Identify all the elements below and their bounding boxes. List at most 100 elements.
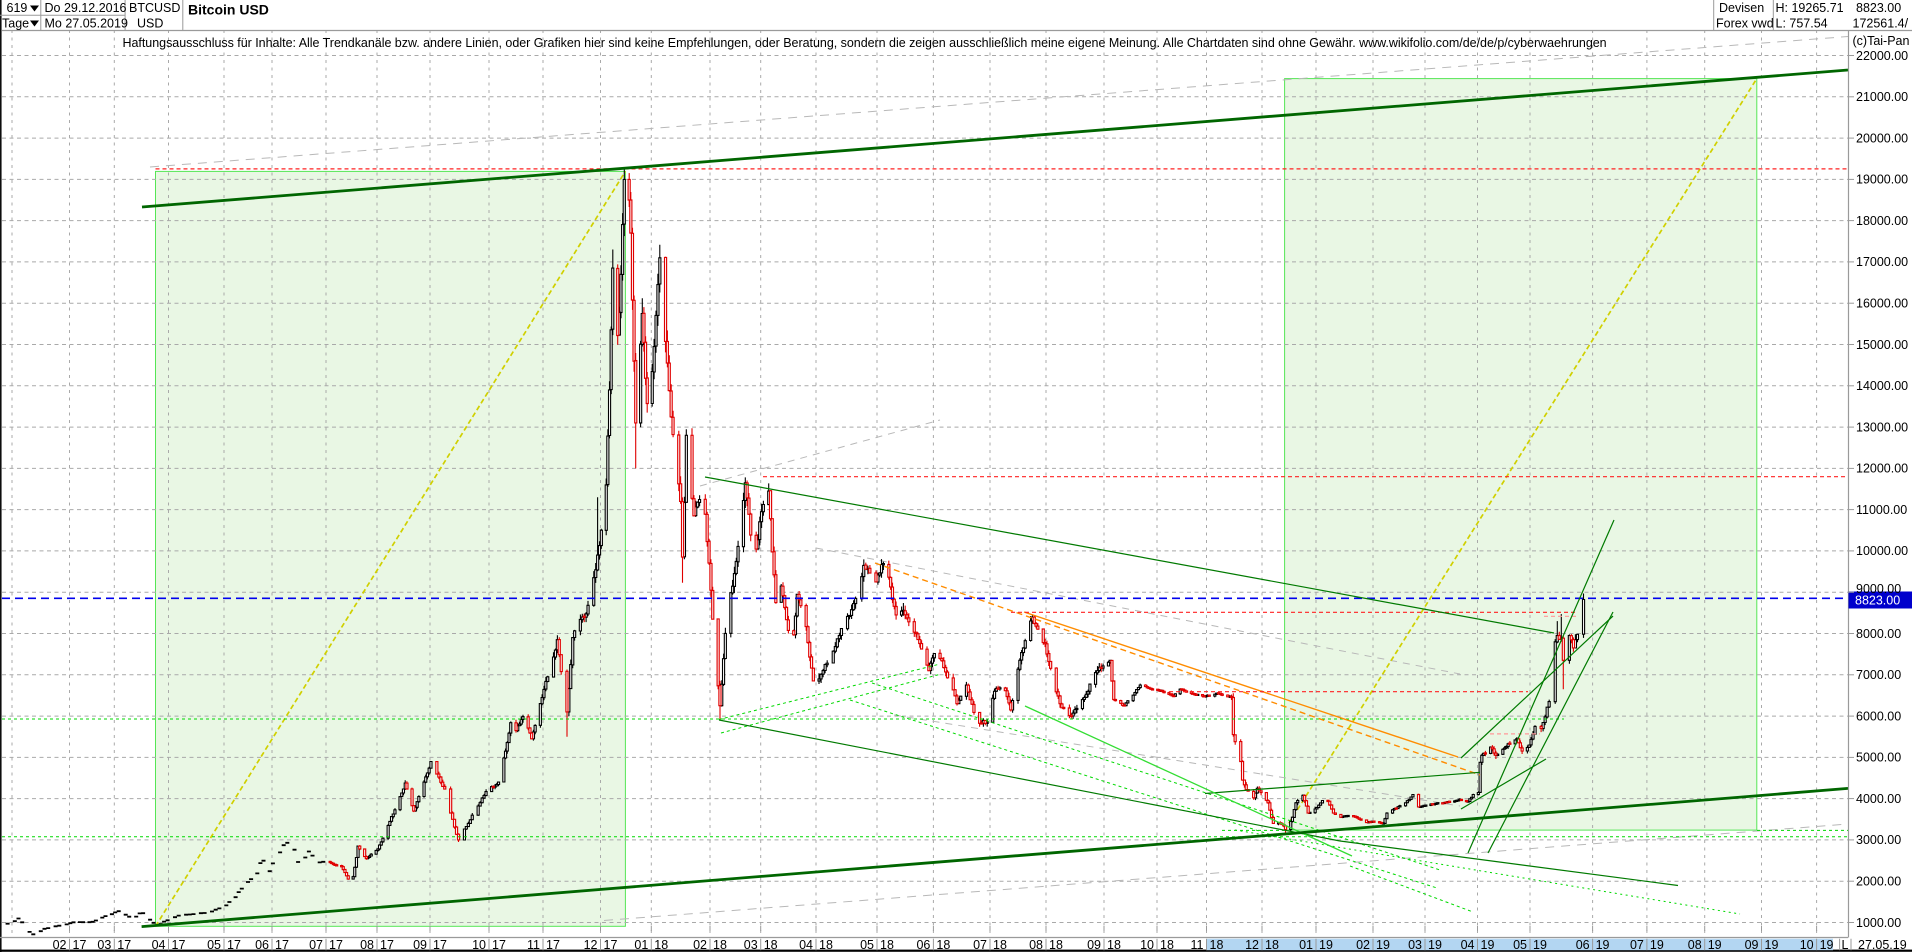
- svg-text:01: 01: [1299, 938, 1313, 952]
- svg-text:01: 01: [634, 938, 648, 952]
- svg-text:619: 619: [7, 1, 28, 15]
- svg-text:10: 10: [472, 938, 486, 952]
- svg-text:12: 12: [584, 938, 598, 952]
- svg-text:Mo 27.05.2019: Mo 27.05.2019: [45, 16, 128, 30]
- svg-text:10: 10: [1800, 938, 1814, 952]
- svg-text:8823.00: 8823.00: [1856, 1, 1901, 15]
- svg-text:18: 18: [819, 938, 833, 952]
- svg-text:17: 17: [380, 938, 394, 952]
- svg-text:02: 02: [693, 938, 707, 952]
- svg-text:09: 09: [1087, 938, 1101, 952]
- svg-text:19: 19: [1708, 938, 1722, 952]
- svg-text:USD: USD: [137, 16, 163, 30]
- svg-text:7000.00: 7000.00: [1856, 668, 1901, 682]
- svg-text:19: 19: [1376, 938, 1390, 952]
- svg-text:19: 19: [1319, 938, 1333, 952]
- svg-text:03: 03: [97, 938, 111, 952]
- svg-text:8823.00: 8823.00: [1855, 594, 1900, 608]
- svg-text:19000.00: 19000.00: [1856, 173, 1908, 187]
- svg-text:21000.00: 21000.00: [1856, 90, 1908, 104]
- svg-text:02: 02: [1356, 938, 1370, 952]
- svg-text:12000.00: 12000.00: [1856, 462, 1908, 476]
- svg-text:05: 05: [207, 938, 221, 952]
- svg-text:11000.00: 11000.00: [1856, 503, 1907, 517]
- svg-text:Do 29.12.2016: Do 29.12.2016: [45, 1, 127, 15]
- svg-text:18: 18: [1265, 938, 1279, 952]
- svg-text:17: 17: [492, 938, 506, 952]
- svg-text:18: 18: [993, 938, 1007, 952]
- svg-text:08: 08: [1688, 938, 1702, 952]
- svg-text:06: 06: [916, 938, 930, 952]
- svg-text:16000.00: 16000.00: [1856, 297, 1908, 311]
- svg-text:19: 19: [1650, 938, 1664, 952]
- svg-text:20000.00: 20000.00: [1856, 131, 1908, 145]
- svg-text:17: 17: [275, 938, 289, 952]
- svg-text:03: 03: [744, 938, 758, 952]
- svg-text:2000.00: 2000.00: [1856, 875, 1901, 889]
- svg-text:18: 18: [713, 938, 727, 952]
- svg-text:18: 18: [764, 938, 778, 952]
- svg-text:22000.00: 22000.00: [1856, 49, 1908, 63]
- svg-text:04: 04: [799, 938, 813, 952]
- svg-text:17: 17: [73, 938, 87, 952]
- svg-text:17: 17: [172, 938, 186, 952]
- svg-text:07: 07: [309, 938, 323, 952]
- svg-text:17: 17: [604, 938, 618, 952]
- svg-text:17: 17: [117, 938, 131, 952]
- svg-text:11: 11: [1191, 938, 1204, 952]
- svg-text:09: 09: [413, 938, 427, 952]
- svg-text:19: 19: [1765, 938, 1779, 952]
- svg-text:07: 07: [973, 938, 987, 952]
- svg-text:27.05.19: 27.05.19: [1858, 938, 1907, 952]
- svg-text:(c)Tai-Pan: (c)Tai-Pan: [1853, 34, 1910, 48]
- svg-text:18: 18: [654, 938, 668, 952]
- svg-text:18: 18: [1160, 938, 1174, 952]
- svg-text:17000.00: 17000.00: [1856, 255, 1908, 269]
- svg-text:172561.4/: 172561.4/: [1853, 16, 1909, 30]
- svg-text:04: 04: [1461, 938, 1475, 952]
- svg-text:L: 757.54: L: 757.54: [1776, 16, 1828, 30]
- svg-text:18000.00: 18000.00: [1856, 214, 1908, 228]
- svg-text:18: 18: [1210, 938, 1224, 952]
- svg-text:H: 19265.71: H: 19265.71: [1776, 1, 1844, 15]
- svg-text:4000.00: 4000.00: [1856, 792, 1901, 806]
- svg-text:19: 19: [1820, 938, 1834, 952]
- svg-text:06: 06: [1576, 938, 1590, 952]
- svg-text:03: 03: [1408, 938, 1422, 952]
- svg-text:06: 06: [255, 938, 269, 952]
- svg-text:Bitcoin USD: Bitcoin USD: [188, 2, 269, 18]
- svg-text:18: 18: [880, 938, 894, 952]
- svg-text:10000.00: 10000.00: [1856, 544, 1908, 558]
- svg-text:18: 18: [1049, 938, 1063, 952]
- svg-text:17: 17: [433, 938, 447, 952]
- svg-text:BTCUSD: BTCUSD: [129, 1, 180, 15]
- svg-text:19: 19: [1596, 938, 1610, 952]
- svg-text:08: 08: [360, 938, 374, 952]
- svg-text:Devisen: Devisen: [1719, 1, 1764, 15]
- svg-text:8000.00: 8000.00: [1856, 627, 1901, 641]
- svg-text:18: 18: [1107, 938, 1121, 952]
- svg-text:L: L: [1842, 938, 1849, 952]
- svg-text:14000.00: 14000.00: [1856, 379, 1908, 393]
- svg-text:17: 17: [329, 938, 343, 952]
- svg-text:07: 07: [1630, 938, 1644, 952]
- svg-text:6000.00: 6000.00: [1856, 709, 1901, 723]
- svg-text:3000.00: 3000.00: [1856, 833, 1901, 847]
- svg-text:9000.00: 9000.00: [1856, 582, 1901, 596]
- svg-text:Forex vwd: Forex vwd: [1716, 16, 1774, 30]
- svg-text:08: 08: [1029, 938, 1043, 952]
- svg-text:11: 11: [527, 938, 540, 952]
- svg-text:04: 04: [152, 938, 166, 952]
- svg-text:10: 10: [1140, 938, 1154, 952]
- svg-text:19: 19: [1533, 938, 1547, 952]
- svg-text:02: 02: [53, 938, 67, 952]
- svg-text:17: 17: [546, 938, 560, 952]
- svg-text:19: 19: [1428, 938, 1442, 952]
- svg-text:Tage: Tage: [2, 16, 29, 30]
- svg-text:05: 05: [860, 938, 874, 952]
- svg-text:1000.00: 1000.00: [1856, 916, 1901, 930]
- svg-text:09: 09: [1745, 938, 1759, 952]
- svg-text:18: 18: [936, 938, 950, 952]
- svg-text:19: 19: [1481, 938, 1495, 952]
- svg-text:13000.00: 13000.00: [1856, 420, 1908, 434]
